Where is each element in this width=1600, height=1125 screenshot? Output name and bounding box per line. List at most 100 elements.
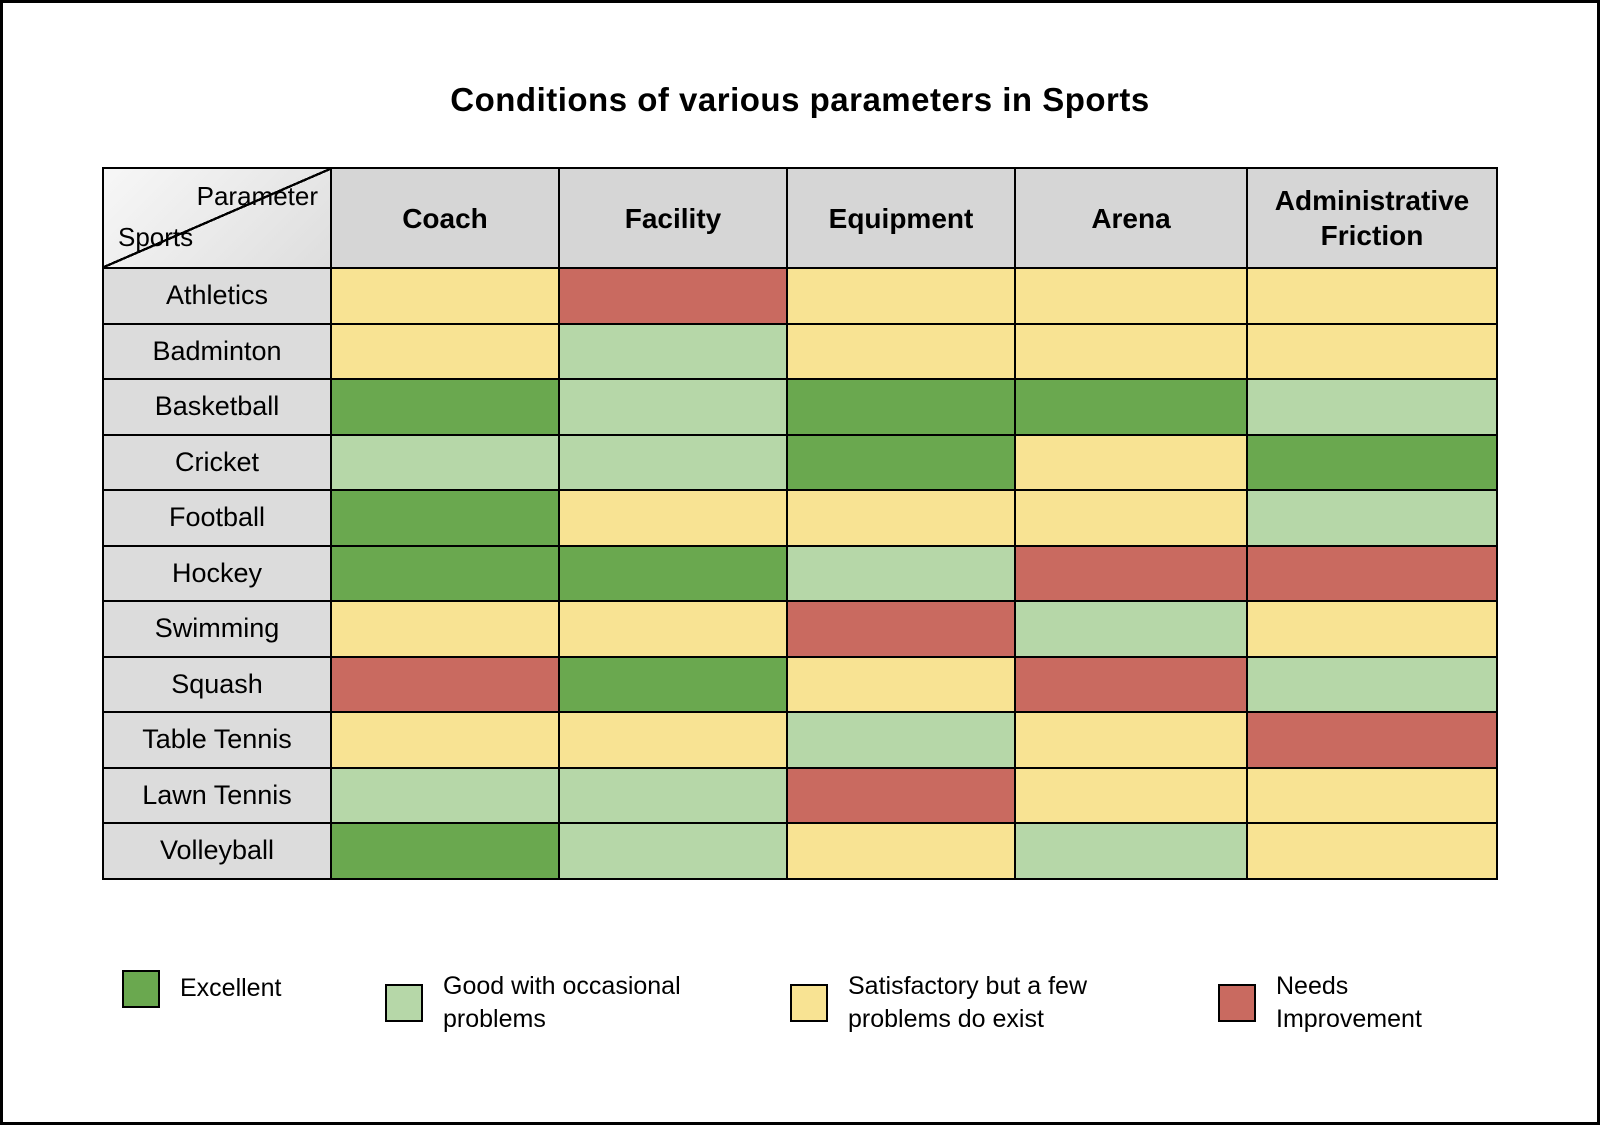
rating-cell-satisfactory — [330, 322, 560, 380]
rating-cell-needs_improvement — [1246, 544, 1498, 602]
rating-cell-excellent — [330, 489, 560, 547]
rating-cell-good — [1246, 378, 1498, 436]
rating-cell-satisfactory — [330, 267, 560, 325]
ratings-table: Parameter Sports Coach Facility Equipment A… — [102, 167, 1498, 880]
rating-cell-good — [558, 766, 788, 824]
sport-label: Football — [102, 489, 332, 547]
rating-cell-excellent — [1014, 378, 1248, 436]
sport-label: Hockey — [102, 544, 332, 602]
rating-cell-satisfactory — [1246, 766, 1498, 824]
legend-label: Satisfactory but a few problems do exist — [848, 971, 1088, 1034]
column-header-coach: Coach — [330, 167, 560, 269]
rating-cell-satisfactory — [1246, 822, 1498, 880]
sport-label: Athletics — [102, 267, 332, 325]
sport-label: Badminton — [102, 322, 332, 380]
legend-swatch-satisfactory — [790, 984, 828, 1023]
sport-label: Lawn Tennis — [102, 766, 332, 824]
rating-cell-good — [1246, 489, 1498, 547]
rating-cell-excellent — [330, 822, 560, 880]
rating-cell-good — [558, 433, 788, 491]
rating-cell-excellent — [786, 433, 1016, 491]
rating-cell-satisfactory — [1014, 322, 1248, 380]
rating-cell-good — [330, 766, 560, 824]
rating-cell-satisfactory — [786, 655, 1016, 713]
rating-cell-satisfactory — [1014, 711, 1248, 769]
rating-cell-good — [786, 711, 1016, 769]
rating-cell-good — [558, 322, 788, 380]
legend-label: Excellent — [180, 973, 282, 1002]
sport-label: Basketball — [102, 378, 332, 436]
rating-cell-good — [1014, 600, 1248, 658]
rating-cell-needs_improvement — [786, 766, 1016, 824]
rating-cell-good — [786, 544, 1016, 602]
rating-cell-needs_improvement — [558, 267, 788, 325]
corner-cell: Parameter Sports — [102, 167, 332, 269]
rating-cell-satisfactory — [330, 600, 560, 658]
table-row: Football — [102, 489, 1498, 547]
legend-item-good: Good with occasional problems — [385, 970, 718, 1038]
table-row: Swimming — [102, 600, 1498, 658]
rating-cell-excellent — [330, 378, 560, 436]
rating-cell-satisfactory — [558, 489, 788, 547]
column-header-administrative-friction: Administrative Friction — [1246, 167, 1498, 269]
rating-cell-needs_improvement — [1014, 544, 1248, 602]
rating-cell-needs_improvement — [1014, 655, 1248, 713]
table-row: Lawn Tennis — [102, 766, 1498, 824]
header-row: Parameter Sports Coach Facility Equipment A… — [102, 167, 1498, 269]
rating-cell-good — [1246, 655, 1498, 713]
rating-cell-satisfactory — [330, 711, 560, 769]
legend: Excellent Good with occasional problems Sa… — [3, 969, 1597, 1090]
rating-cell-satisfactory — [558, 711, 788, 769]
legend-item-excellent: Excellent — [122, 969, 282, 1008]
sport-label: Volleyball — [102, 822, 332, 880]
rating-cell-excellent — [1246, 433, 1498, 491]
rating-cell-satisfactory — [786, 489, 1016, 547]
column-header-arena: Arena — [1014, 167, 1248, 269]
table-row: Basketball — [102, 378, 1498, 436]
legend-label: Needs Improvement — [1276, 971, 1422, 1034]
rating-cell-excellent — [786, 378, 1016, 436]
legend-swatch-needs_improvement — [1218, 984, 1256, 1023]
rating-cell-needs_improvement — [1246, 711, 1498, 769]
rating-cell-satisfactory — [786, 822, 1016, 880]
sport-label: Cricket — [102, 433, 332, 491]
legend-swatch-excellent — [122, 969, 160, 1008]
rating-cell-good — [1014, 822, 1248, 880]
sport-label: Swimming — [102, 600, 332, 658]
legend-swatch-good — [385, 984, 423, 1023]
rating-cell-satisfactory — [786, 267, 1016, 325]
rating-cell-satisfactory — [786, 322, 1016, 380]
rating-cell-satisfactory — [1014, 766, 1248, 824]
rating-cell-good — [558, 822, 788, 880]
table-row: Squash — [102, 655, 1498, 713]
chart-title: Conditions of various parameters in Spor… — [450, 81, 1150, 118]
table-row: Cricket — [102, 433, 1498, 491]
table-row: Table Tennis — [102, 711, 1498, 769]
rating-cell-satisfactory — [1246, 600, 1498, 658]
table-row: Volleyball — [102, 822, 1498, 880]
corner-parameter-label: Parameter — [196, 181, 318, 211]
table-row: Athletics — [102, 267, 1498, 325]
column-header-facility: Facility — [558, 167, 788, 269]
rating-cell-needs_improvement — [330, 655, 560, 713]
legend-label: Good with occasional problems — [443, 971, 681, 1034]
rating-cell-excellent — [330, 544, 560, 602]
table-row: Badminton — [102, 322, 1498, 380]
rating-cell-satisfactory — [1014, 433, 1248, 491]
legend-item-needs_improvement: Needs Improvement — [1218, 970, 1436, 1038]
rating-cell-satisfactory — [1246, 322, 1498, 380]
rating-cell-excellent — [558, 544, 788, 602]
rating-cell-needs_improvement — [786, 600, 1016, 658]
table-row: Hockey — [102, 544, 1498, 602]
sport-label: Table Tennis — [102, 711, 332, 769]
sport-label: Squash — [102, 655, 332, 713]
legend-item-satisfactory: Satisfactory but a few problems do exist — [790, 970, 1138, 1038]
rating-cell-satisfactory — [1014, 267, 1248, 325]
rating-cell-excellent — [558, 655, 788, 713]
rating-cell-good — [330, 433, 560, 491]
column-header-equipment: Equipment — [786, 167, 1016, 269]
rating-cell-good — [558, 378, 788, 436]
rating-cell-satisfactory — [1246, 267, 1498, 325]
corner-sports-label: Sports — [118, 222, 194, 252]
